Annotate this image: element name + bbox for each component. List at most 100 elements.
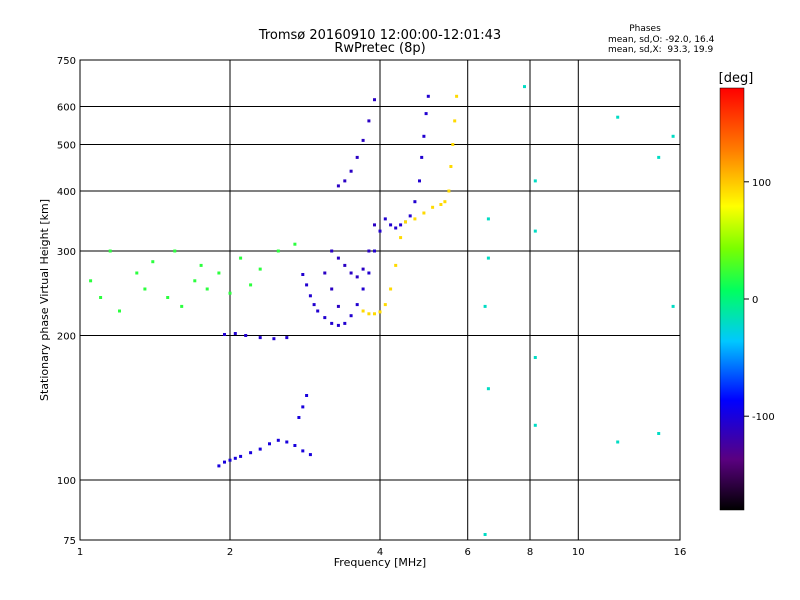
data-point	[422, 211, 426, 215]
data-point	[383, 217, 387, 221]
data-point	[455, 94, 459, 98]
y-axis-ticks: 750 600 500 400 300 200 100 75	[57, 56, 76, 547]
data-point	[349, 169, 353, 173]
data-point	[316, 309, 320, 313]
data-point	[258, 267, 262, 271]
data-point	[135, 271, 139, 275]
data-point	[249, 283, 253, 287]
data-point	[330, 249, 334, 253]
data-point	[483, 533, 487, 536]
data-point	[323, 271, 327, 275]
data-point	[361, 287, 365, 291]
data-point	[217, 464, 221, 468]
data-point	[305, 283, 309, 287]
data-point	[239, 454, 243, 458]
data-point	[233, 332, 237, 335]
data-point	[373, 249, 376, 253]
data-point	[308, 453, 312, 457]
y-tick-label: 100	[57, 476, 76, 487]
stats-line-x: mean, sd,X: 93.3, 19.9	[608, 45, 714, 55]
data-point	[389, 287, 393, 291]
data-point	[361, 309, 365, 313]
data-point	[671, 304, 675, 308]
data-point	[151, 260, 155, 264]
data-point	[293, 242, 297, 246]
data-point	[301, 405, 305, 409]
data-point	[301, 449, 305, 453]
data-point	[268, 442, 271, 446]
data-point	[99, 296, 103, 299]
data-point	[244, 334, 248, 337]
data-point	[293, 444, 297, 447]
data-point	[330, 321, 334, 325]
data-point	[336, 323, 340, 327]
colorbar-label: [deg]	[719, 71, 754, 86]
data-point	[443, 200, 447, 204]
data-point	[272, 337, 276, 341]
data-point	[173, 249, 177, 253]
data-point	[413, 217, 417, 221]
data-point	[533, 356, 537, 359]
colorbar-tick-label: 100	[752, 178, 771, 189]
stats-line-o: mean, sd,O: -92.0, 16.4	[608, 35, 715, 45]
data-point	[408, 214, 412, 218]
data-point	[367, 249, 371, 253]
data-point	[394, 226, 398, 230]
data-point	[312, 303, 316, 307]
data-point	[343, 263, 347, 267]
colorbar-ticks: 100 0 -100	[744, 178, 775, 423]
data-point	[118, 309, 121, 313]
data-point	[422, 134, 426, 138]
data-point	[343, 321, 347, 325]
data-point	[239, 256, 243, 260]
data-point	[223, 460, 226, 464]
data-point	[367, 312, 371, 316]
data-point	[228, 291, 232, 295]
x-tick-label: 4	[377, 547, 383, 558]
data-point	[258, 336, 262, 340]
data-point	[523, 85, 526, 89]
data-point	[426, 94, 430, 98]
x-tick-label: 1	[77, 547, 83, 558]
data-point	[233, 456, 237, 460]
x-tick-label: 6	[465, 547, 471, 558]
chart-title: Tromsø 20160910 12:00:00-12:01:43	[258, 28, 501, 43]
x-tick-label: 16	[674, 547, 687, 558]
data-point	[657, 432, 661, 435]
data-point	[439, 203, 443, 206]
data-point	[378, 229, 382, 233]
y-tick-label: 300	[57, 247, 76, 258]
data-point	[616, 115, 620, 119]
data-point	[301, 273, 305, 276]
y-tick-label: 600	[57, 103, 76, 114]
data-point	[420, 155, 424, 159]
data-point	[533, 229, 537, 233]
data-point	[343, 179, 347, 183]
data-point	[373, 312, 376, 316]
data-point	[486, 387, 490, 391]
y-tick-label: 750	[57, 56, 76, 67]
data-point	[431, 205, 435, 209]
data-point	[486, 217, 490, 221]
y-tick-label: 75	[63, 536, 76, 547]
data-point	[616, 440, 620, 444]
data-point	[205, 287, 209, 291]
data-point	[330, 287, 334, 291]
data-point	[453, 119, 457, 123]
data-point	[89, 279, 93, 283]
x-tick-label: 2	[227, 547, 233, 558]
data-point	[657, 155, 661, 159]
data-point	[285, 440, 289, 444]
data-point	[373, 223, 376, 227]
y-tick-label: 500	[57, 141, 76, 152]
data-point	[180, 304, 184, 308]
grid-lines	[80, 60, 680, 540]
data-point	[336, 256, 340, 260]
x-axis-ticks: 1 2 4 6 8 10 16	[77, 547, 687, 558]
data-point	[378, 310, 382, 314]
data-point	[108, 249, 112, 253]
data-point	[297, 416, 301, 419]
data-point	[355, 303, 359, 307]
data-point	[383, 303, 387, 307]
